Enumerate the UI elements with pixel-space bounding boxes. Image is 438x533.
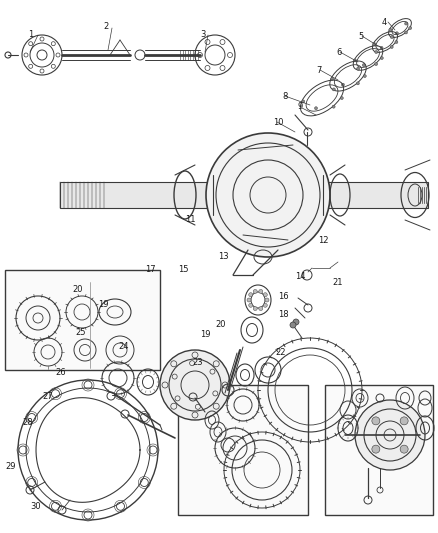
Text: 16: 16 xyxy=(278,292,289,301)
Text: 23: 23 xyxy=(192,358,203,367)
Circle shape xyxy=(390,45,393,49)
Text: 25: 25 xyxy=(75,328,85,337)
Circle shape xyxy=(389,28,392,31)
Bar xyxy=(325,385,433,515)
Text: 26: 26 xyxy=(55,368,66,377)
Circle shape xyxy=(263,293,267,297)
Circle shape xyxy=(253,306,257,311)
Text: 5: 5 xyxy=(358,32,363,41)
Circle shape xyxy=(332,105,335,108)
Text: 17: 17 xyxy=(145,265,155,274)
Text: 6: 6 xyxy=(336,48,341,57)
Text: 14: 14 xyxy=(295,272,305,281)
Text: 13: 13 xyxy=(218,252,229,261)
Text: 2: 2 xyxy=(103,22,108,31)
Circle shape xyxy=(373,43,376,45)
Circle shape xyxy=(247,298,251,302)
Circle shape xyxy=(409,27,412,29)
Circle shape xyxy=(372,417,380,425)
Circle shape xyxy=(302,100,305,103)
Circle shape xyxy=(331,77,334,80)
Circle shape xyxy=(206,133,330,257)
Text: 1: 1 xyxy=(28,30,33,39)
Circle shape xyxy=(400,445,408,453)
Text: 24: 24 xyxy=(118,342,128,351)
Circle shape xyxy=(372,445,380,453)
Text: 10: 10 xyxy=(273,118,283,127)
Text: 11: 11 xyxy=(185,215,195,224)
Circle shape xyxy=(375,51,378,53)
Circle shape xyxy=(259,289,263,294)
Text: 19: 19 xyxy=(98,300,109,309)
Circle shape xyxy=(342,83,344,86)
Circle shape xyxy=(390,36,393,38)
Circle shape xyxy=(259,306,263,311)
Text: 3: 3 xyxy=(200,30,205,39)
Circle shape xyxy=(400,417,408,425)
Circle shape xyxy=(362,63,365,67)
Circle shape xyxy=(363,75,366,78)
Circle shape xyxy=(357,82,359,85)
Text: 28: 28 xyxy=(22,418,32,427)
Text: 22: 22 xyxy=(275,348,286,357)
Circle shape xyxy=(293,319,299,325)
Bar xyxy=(60,182,208,208)
Circle shape xyxy=(314,107,318,110)
Text: 12: 12 xyxy=(318,236,328,245)
Circle shape xyxy=(380,46,383,50)
Text: 4: 4 xyxy=(382,18,387,27)
Circle shape xyxy=(332,88,336,91)
Text: 8: 8 xyxy=(282,92,287,101)
Text: 27: 27 xyxy=(42,392,53,401)
Text: 19: 19 xyxy=(200,330,211,339)
Text: 30: 30 xyxy=(30,502,41,511)
Text: 15: 15 xyxy=(178,265,188,274)
Circle shape xyxy=(395,41,398,44)
Circle shape xyxy=(405,31,407,34)
Text: 20: 20 xyxy=(215,320,226,329)
Text: 7: 7 xyxy=(316,66,321,75)
Text: 21: 21 xyxy=(332,278,343,287)
Circle shape xyxy=(290,322,296,328)
Text: 20: 20 xyxy=(72,285,82,294)
Circle shape xyxy=(396,32,399,35)
Circle shape xyxy=(160,350,230,420)
Circle shape xyxy=(357,67,360,70)
Circle shape xyxy=(249,293,253,297)
Circle shape xyxy=(253,289,257,294)
Text: 29: 29 xyxy=(5,462,15,471)
Circle shape xyxy=(263,303,267,308)
Circle shape xyxy=(380,56,383,60)
Circle shape xyxy=(265,298,269,302)
Text: 18: 18 xyxy=(278,310,289,319)
Circle shape xyxy=(355,400,425,470)
Text: 9: 9 xyxy=(298,102,303,111)
Circle shape xyxy=(405,22,408,25)
Circle shape xyxy=(353,59,357,62)
Bar xyxy=(178,385,308,515)
Circle shape xyxy=(374,62,378,66)
Circle shape xyxy=(249,303,253,308)
Bar xyxy=(328,182,428,208)
Circle shape xyxy=(340,96,343,100)
Bar xyxy=(5,270,160,370)
